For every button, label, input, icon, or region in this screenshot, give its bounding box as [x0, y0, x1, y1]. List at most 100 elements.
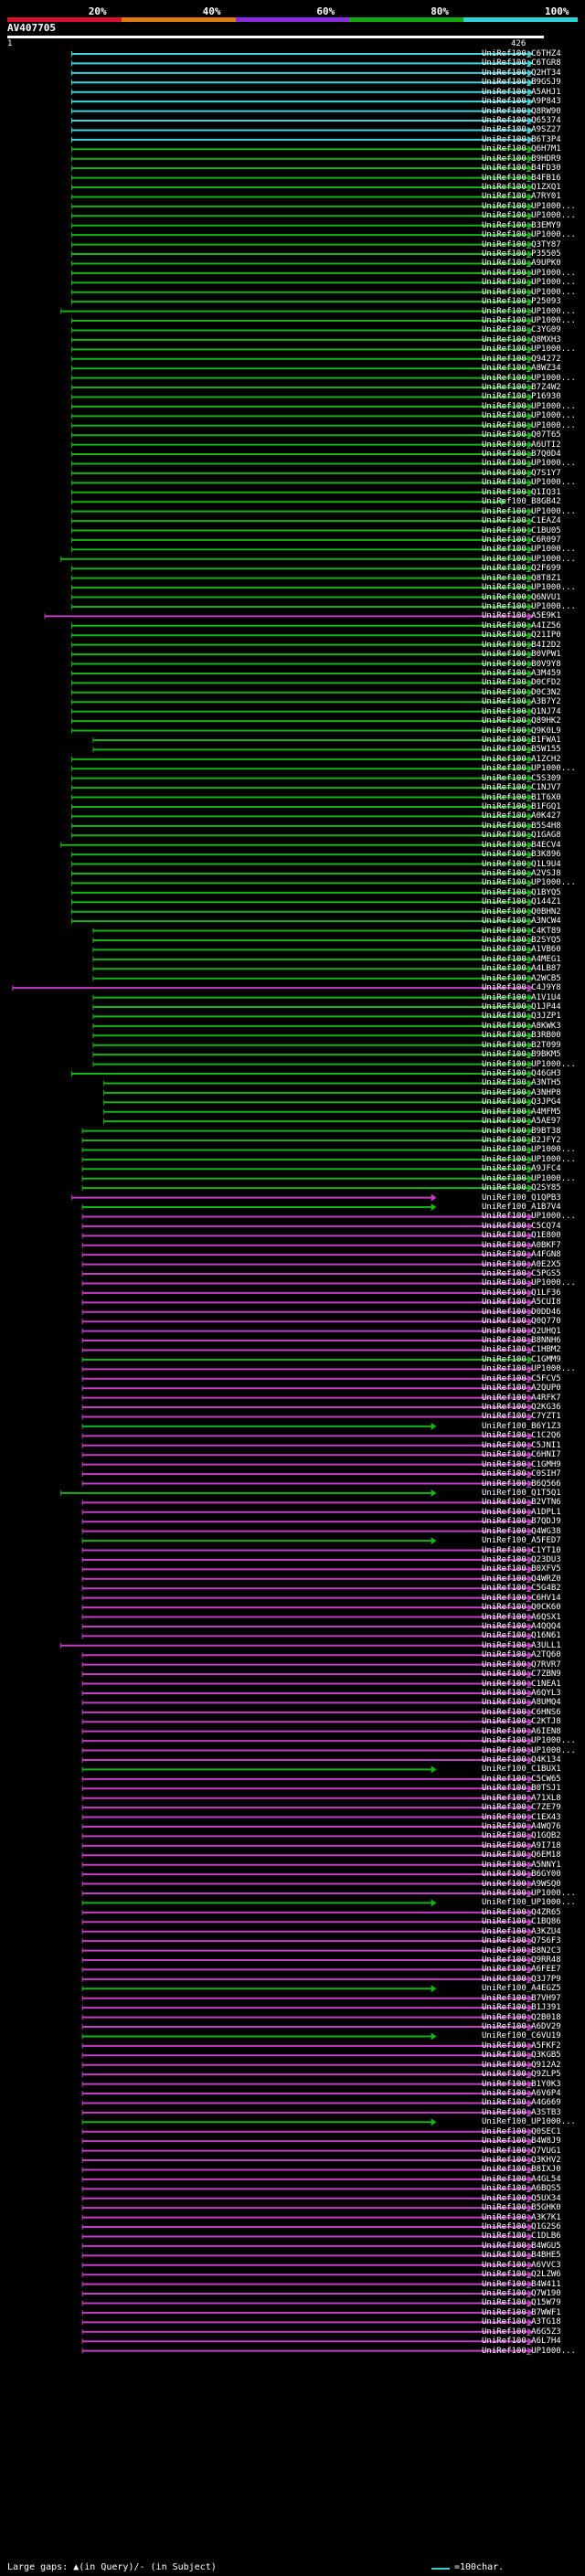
hit-label[interactable]: UniRef100_Q3KHV2 [482, 2156, 561, 2166]
hit-label[interactable]: UniRef100_A3KZU4 [482, 1926, 561, 1936]
hit-label[interactable]: UniRef100_UP1000... [482, 459, 576, 469]
hit-label[interactable]: UniRef100_B6Y1Z3 [482, 1421, 561, 1431]
hit-label[interactable]: UniRef100_P35505 [482, 249, 561, 260]
hit-label[interactable]: UniRef100_Q9ZLP5 [482, 2070, 561, 2080]
hit-label[interactable]: UniRef100_UP1000... [482, 506, 576, 516]
hit-label[interactable]: UniRef100_Q144Z1 [482, 897, 561, 907]
hit-label[interactable]: UniRef100_B0VPW1 [482, 650, 561, 660]
hit-label[interactable]: UniRef100_UP1000... [482, 1212, 576, 1222]
hit-label[interactable]: UniRef100_C6R097 [482, 535, 561, 545]
hit-label[interactable]: UniRef100_UP1000... [482, 306, 576, 316]
hit-label[interactable]: UniRef100_A5AHJ1 [482, 87, 561, 97]
hit-label[interactable]: UniRef100_Q3JPG4 [482, 1097, 561, 1108]
hit-label[interactable]: UniRef100_B5S4H8 [482, 821, 561, 831]
hit-label[interactable]: UniRef100_A6IEN8 [482, 1726, 561, 1736]
hit-label[interactable]: UniRef100_C1HBM2 [482, 1345, 561, 1355]
hit-label[interactable]: UniRef100_UP1000... [482, 420, 576, 430]
hit-label[interactable]: UniRef100_UP1000... [482, 2117, 576, 2127]
hit-label[interactable]: UniRef100_Q2KG36 [482, 1403, 561, 1413]
hit-label[interactable]: UniRef100_C1C2Q6 [482, 1431, 561, 1441]
hit-label[interactable]: UniRef100_Q1ZXQ1 [482, 183, 561, 193]
hit-label[interactable]: UniRef100_Q9K0L9 [482, 726, 561, 736]
hit-label[interactable]: UniRef100_Q7S6F3 [482, 1936, 561, 1946]
hit-label[interactable]: UniRef100_A6QSX1 [482, 1612, 561, 1622]
hit-label[interactable]: UniRef100_UP1000... [482, 1278, 576, 1288]
hit-label[interactable]: UniRef100_C1BUX1 [482, 1765, 561, 1775]
hit-label[interactable]: UniRef100_P16930 [482, 392, 561, 402]
hit-label[interactable]: UniRef100_Q1GAG8 [482, 831, 561, 841]
hit-label[interactable]: UniRef100_UP1000... [482, 278, 576, 288]
hit-label[interactable]: UniRef100_Q46GH3 [482, 1069, 561, 1078]
hit-label[interactable]: UniRef100_UP1000... [482, 554, 576, 564]
hit-label[interactable]: UniRef100_Q0SEC1 [482, 2126, 561, 2136]
hit-label[interactable]: UniRef100_A4FGN8 [482, 1250, 561, 1260]
hit-label[interactable]: UniRef100_C7ZE79 [482, 1803, 561, 1813]
hit-label[interactable]: UniRef100_C3YG09 [482, 325, 561, 335]
hit-label[interactable]: UniRef100_Q16N61 [482, 1631, 561, 1641]
hit-label[interactable]: UniRef100_Q1E800 [482, 1231, 561, 1241]
hit-label[interactable]: UniRef100_Q8MXH3 [482, 334, 561, 345]
hit-label[interactable]: UniRef100_Q1T5Q1 [482, 1488, 561, 1498]
hit-label[interactable]: UniRef100_B7Q0D4 [482, 450, 561, 460]
hit-label[interactable]: UniRef100_Q6NVU1 [482, 592, 561, 602]
hit-label[interactable]: UniRef100_Q4ZR65 [482, 1907, 561, 1917]
hit-label[interactable]: UniRef100_A3K7K1 [482, 2212, 561, 2222]
hit-label[interactable]: UniRef100_A4LB87 [482, 964, 561, 974]
hit-label[interactable]: UniRef100_Q23DU3 [482, 1554, 561, 1564]
hit-label[interactable]: UniRef100_Q94272 [482, 354, 561, 364]
hit-label[interactable]: UniRef100_A1ZCH2 [482, 754, 561, 764]
hit-label[interactable]: UniRef100_UP1000... [482, 211, 576, 221]
hit-label[interactable]: UniRef100_A6FEE7 [482, 1965, 561, 1975]
hit-label[interactable]: UniRef100_A5FKF2 [482, 2041, 561, 2051]
hit-label[interactable]: UniRef100_Q3J7P9 [482, 1974, 561, 1984]
hit-label[interactable]: UniRef100_A3TG18 [482, 2317, 561, 2327]
hit-label[interactable]: UniRef100_B7QDJ9 [482, 1517, 561, 1527]
hit-label[interactable]: UniRef100_B4I2D2 [482, 640, 561, 650]
hit-label[interactable]: UniRef100_C1NJV7 [482, 783, 561, 793]
hit-label[interactable]: UniRef100_B8IXJ0 [482, 2165, 561, 2175]
hit-label[interactable]: UniRef100_C4J9Y8 [482, 983, 561, 993]
hit-label[interactable]: UniRef100_A2QUP0 [482, 1383, 561, 1394]
hit-label[interactable]: UniRef100_A6QYL3 [482, 1688, 561, 1698]
hit-label[interactable]: UniRef100_Q2LZW6 [482, 2270, 561, 2280]
hit-label[interactable]: UniRef100_UP1000... [482, 1898, 576, 1908]
hit-label[interactable]: UniRef100_Q3KGB5 [482, 2051, 561, 2061]
hit-label[interactable]: UniRef100_Q7VUG1 [482, 2146, 561, 2156]
hit-label[interactable]: UniRef100_A5E9K1 [482, 611, 561, 621]
hit-label[interactable]: UniRef100_A3B7Y2 [482, 697, 561, 707]
hit-label[interactable]: UniRef100_C1YT10 [482, 1545, 561, 1555]
hit-label[interactable]: UniRef100_A8WZ34 [482, 364, 561, 374]
hit-label[interactable]: UniRef100_B8N2C3 [482, 1945, 561, 1956]
hit-label[interactable]: UniRef100_A4EGZ5 [482, 1984, 561, 1994]
hit-label[interactable]: UniRef100_A4RFK7 [482, 1393, 561, 1403]
hit-label[interactable]: UniRef100_A4MFM5 [482, 1107, 561, 1117]
hit-label[interactable]: UniRef100_C6HNS6 [482, 1707, 561, 1717]
hit-label[interactable]: UniRef100_C6TGR8 [482, 58, 561, 69]
hit-label[interactable]: UniRef100_A4WQ76 [482, 1821, 561, 1831]
hit-label[interactable]: UniRef100_A5FED7 [482, 1536, 561, 1546]
hit-label[interactable]: UniRef100_A0K427 [482, 811, 561, 822]
hit-label[interactable]: UniRef100_B0TSJ1 [482, 1784, 561, 1794]
hit-label[interactable]: UniRef100_A71XL8 [482, 1793, 561, 1803]
hit-label[interactable]: UniRef100_A6V6P4 [482, 2089, 561, 2099]
hit-label[interactable]: UniRef100_Q7RVR7 [482, 1659, 561, 1670]
hit-label[interactable]: UniRef100_Q0Q770 [482, 1317, 561, 1327]
hit-label[interactable]: UniRef100_C7YZT1 [482, 1412, 561, 1422]
hit-label[interactable]: UniRef100_C1NEA1 [482, 1679, 561, 1689]
hit-label[interactable]: UniRef100_UP1000... [482, 316, 576, 326]
hit-label[interactable]: UniRef100_C6THZ4 [482, 49, 561, 58]
hit-label[interactable]: UniRef100_B2VTN6 [482, 1498, 561, 1508]
hit-label[interactable]: UniRef100_A0BKF7 [482, 1240, 561, 1250]
hit-label[interactable]: UniRef100_Q7W190 [482, 2289, 561, 2299]
hit-label[interactable]: UniRef100_UP1000... [482, 878, 576, 888]
hit-label[interactable]: UniRef100_UP1000... [482, 268, 576, 278]
hit-label[interactable]: UniRef100_Q2SY85 [482, 1183, 561, 1193]
hit-label[interactable]: UniRef100_C1GMM9 [482, 1354, 561, 1364]
hit-label[interactable]: UniRef100_UP1000... [482, 2346, 576, 2356]
hit-label[interactable]: UniRef100_A2TQ60 [482, 1650, 561, 1660]
hit-label[interactable]: UniRef100_Q6EM18 [482, 1850, 561, 1860]
hit-label[interactable]: UniRef100_B1Y0K3 [482, 2079, 561, 2089]
hit-label[interactable]: UniRef100_Q2UHQ1 [482, 1326, 561, 1336]
hit-label[interactable]: UniRef100_A7RY01 [482, 192, 561, 202]
hit-label[interactable]: UniRef100_B5W155 [482, 745, 561, 755]
